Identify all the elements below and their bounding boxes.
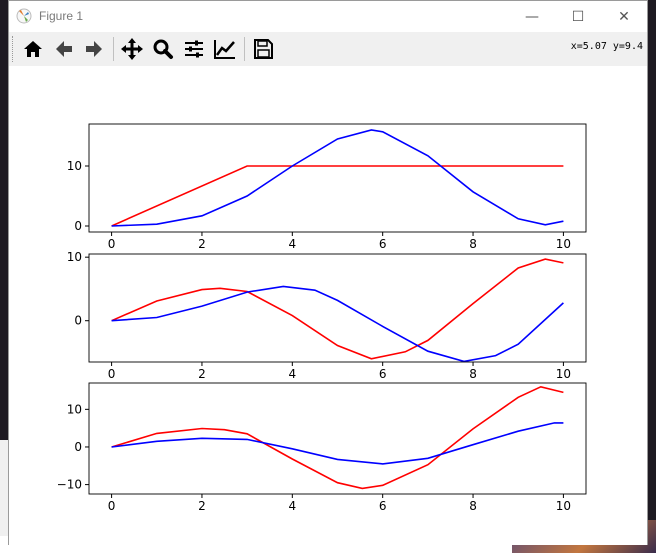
axes-frame (88, 382, 587, 495)
subplot-3: 0 2 4 6 8 10 −10 0 10 (57, 382, 587, 513)
series-line-2 (111, 422, 564, 465)
y-tick-label: 10 (67, 159, 82, 173)
window-title: Figure 1 (39, 9, 84, 23)
x-tick-label: 8 (469, 499, 477, 513)
forward-arrow-icon (86, 41, 102, 57)
forward-button[interactable] (80, 35, 108, 63)
home-button[interactable] (19, 35, 47, 63)
minimize-icon: — (525, 8, 539, 25)
series-line-1 (111, 385, 564, 490)
y-tick-label: 0 (74, 440, 82, 454)
subplots-config-icon (185, 40, 203, 58)
x-tick-label: 2 (198, 367, 206, 381)
figure-canvas[interactable]: 0 2 4 6 8 10 0 10 0 2 4 6 8 10 0 10 0 2 4 6 8 10 −10 0 10 (9, 66, 647, 545)
x-tick-label: 10 (556, 499, 571, 513)
subplot-1: 0 2 4 6 8 10 0 10 (67, 123, 587, 251)
x-tick-label: 0 (108, 367, 116, 381)
x-tick-label: 0 (108, 499, 116, 513)
x-tick-label: 10 (556, 237, 571, 251)
x-tick-label: 8 (469, 367, 477, 381)
back-arrow-icon (56, 41, 72, 57)
x-tick-label: 2 (198, 237, 206, 251)
series-line-1 (111, 165, 564, 227)
close-button[interactable]: ✕ (601, 1, 647, 32)
cursor-coordinates: x=5.07 y=9.4 (570, 41, 643, 52)
toolbar-separator (113, 37, 114, 61)
y-tick-label: 10 (67, 402, 82, 416)
back-button[interactable] (50, 35, 78, 63)
x-tick-label: 6 (379, 367, 387, 381)
series-line-2 (111, 129, 564, 227)
save-icon (254, 39, 273, 59)
maximize-button[interactable]: ☐ (555, 1, 601, 32)
x-tick-label: 4 (288, 367, 296, 381)
axes-frame (88, 123, 587, 233)
x-tick-label: 2 (198, 499, 206, 513)
y-tick-label: −10 (57, 478, 82, 492)
axes-frame (88, 253, 587, 363)
edit-axes-button[interactable] (211, 35, 239, 63)
navigation-toolbar: x=5.07 y=9.4 (9, 32, 647, 66)
save-button[interactable] (249, 35, 277, 63)
configure-subplots-button[interactable] (180, 35, 208, 63)
x-tick-label: 4 (288, 237, 296, 251)
minimize-button[interactable]: — (509, 1, 555, 32)
figure-plot-area[interactable]: 0 2 4 6 8 10 0 10 0 2 4 6 8 10 0 10 0 2 4 6 8 10 −10 0 10 (9, 66, 647, 545)
maximize-icon: ☐ (571, 8, 585, 25)
series-line-1 (111, 258, 564, 360)
zoom-button[interactable] (149, 35, 177, 63)
x-tick-label: 6 (379, 237, 387, 251)
x-tick-label: 8 (469, 237, 477, 251)
series-line-2 (111, 285, 564, 363)
x-tick-label: 10 (556, 367, 571, 381)
y-tick-label: 0 (74, 314, 82, 328)
matplotlib-app-icon (16, 8, 32, 24)
figure-window: Figure 1 — ☐ ✕ x=5.07 y=9. (8, 0, 648, 545)
edit-axes-icon (214, 40, 235, 59)
x-tick-label: 0 (108, 237, 116, 251)
zoom-icon (153, 39, 173, 59)
y-tick-label: 10 (67, 250, 82, 264)
x-tick-label: 4 (288, 499, 296, 513)
close-icon: ✕ (618, 8, 630, 25)
toolbar-separator (244, 37, 245, 61)
x-tick-label: 6 (379, 499, 387, 513)
subplot-2: 0 2 4 6 8 10 0 10 (67, 250, 587, 381)
toolbar-grip[interactable] (12, 36, 16, 62)
y-tick-label: 0 (74, 219, 82, 233)
pan-button[interactable] (118, 35, 146, 63)
pan-icon (121, 38, 143, 60)
home-icon (24, 41, 42, 57)
title-bar[interactable]: Figure 1 — ☐ ✕ (9, 1, 647, 32)
